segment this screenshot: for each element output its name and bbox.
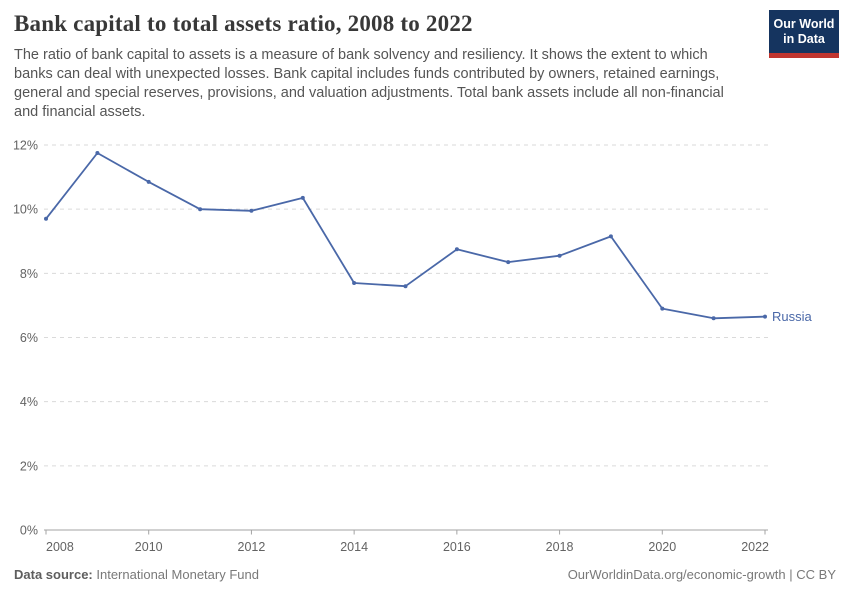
footer-separator: | (785, 567, 797, 582)
data-point[interactable] (300, 195, 305, 200)
x-tick-label: 2014 (340, 540, 368, 554)
line-chart[interactable]: 0% 2% 4% 6% 8% 10% 12% 2008 2010 2012 2014 2016 2018… (0, 130, 850, 570)
y-tick-label: 4% (20, 395, 38, 409)
owid-logo-line2: in Data (783, 32, 825, 46)
chart-footer: Data source: International Monetary Fund… (14, 567, 836, 582)
chart-subtitle: The ratio of bank capital to assets is a… (14, 47, 724, 120)
data-point[interactable] (146, 179, 151, 184)
data-source-value: International Monetary Fund (92, 567, 259, 582)
data-point[interactable] (608, 234, 613, 239)
data-point[interactable] (44, 216, 48, 221)
x-tick-label: 2022 (741, 540, 769, 554)
x-tick-label: 2010 (135, 540, 163, 554)
owid-logo[interactable]: Our World in Data (769, 10, 839, 58)
license-label[interactable]: CC BY (796, 567, 836, 582)
data-point[interactable] (249, 208, 254, 213)
y-tick-label: 12% (13, 139, 38, 153)
y-tick-label: 0% (20, 524, 38, 538)
y-tick-label: 10% (13, 203, 38, 217)
x-tick-label: 2018 (546, 540, 574, 554)
x-tick-label: 2016 (443, 540, 471, 554)
data-point[interactable] (711, 316, 716, 321)
data-point[interactable] (660, 306, 665, 311)
y-tick-label: 8% (20, 267, 38, 281)
data-source: Data source: International Monetary Fund (14, 567, 259, 582)
data-point[interactable] (506, 260, 511, 265)
data-point[interactable] (454, 247, 459, 252)
data-source-label: Data source: (14, 567, 93, 582)
x-tick-label: 2008 (46, 540, 74, 554)
data-point[interactable] (198, 207, 203, 212)
series-label[interactable]: Russia (772, 309, 813, 324)
y-tick-label: 6% (20, 331, 38, 345)
data-point[interactable] (95, 151, 100, 155)
x-tick-label: 2012 (238, 540, 266, 554)
data-point[interactable] (763, 314, 767, 319)
data-point[interactable] (352, 281, 357, 285)
x-tick-label: 2020 (648, 540, 676, 554)
owid-link[interactable]: OurWorldinData.org/economic-growth | CC … (568, 567, 836, 582)
chart-header: Bank capital to total assets ratio, 2008… (14, 11, 756, 122)
owid-logo-line1: Our World (773, 17, 835, 31)
series-line[interactable] (45, 152, 766, 320)
owid-url[interactable]: OurWorldinData.org/economic-growth (567, 567, 786, 582)
data-point[interactable] (557, 253, 562, 258)
chart-title: Bank capital to total assets ratio, 2008… (14, 11, 473, 36)
data-point[interactable] (403, 284, 408, 289)
y-tick-label: 2% (20, 459, 38, 473)
